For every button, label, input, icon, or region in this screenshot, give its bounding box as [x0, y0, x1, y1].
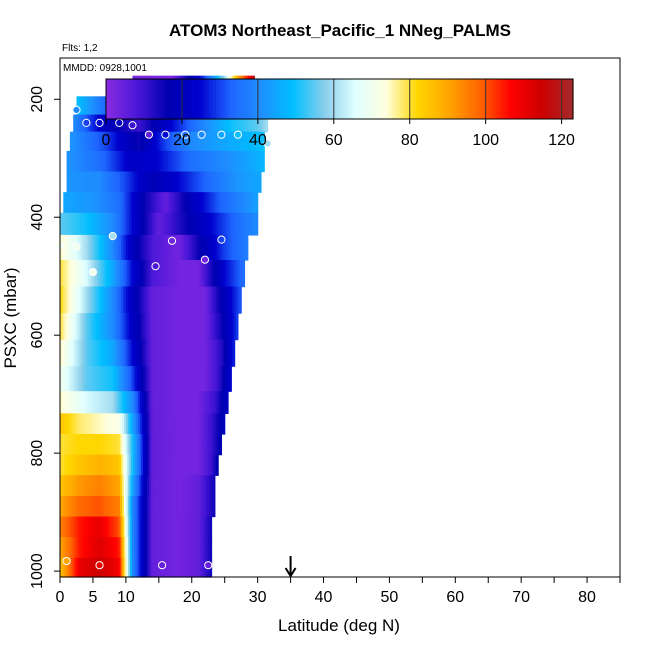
- heatmap-row: [60, 475, 216, 497]
- colorbar-tick-label: 0: [102, 132, 111, 149]
- data-point: [115, 118, 124, 127]
- x-tick-label: 40: [315, 589, 333, 606]
- heatmap-row: [60, 495, 216, 518]
- data-point: [161, 130, 170, 139]
- y-axis: 200 400 600 800 1000: [29, 86, 61, 589]
- heatmap-row: [60, 537, 213, 559]
- x-axis: 0 5 10 20 30 40 50 60 70 80: [56, 576, 621, 606]
- data-point: [82, 118, 91, 127]
- date-label: MMDD: 0928,1001: [63, 63, 147, 74]
- data-point: [72, 105, 81, 115]
- heatmap-row: [60, 339, 236, 367]
- colorbar-tick-label: 120: [548, 132, 575, 149]
- colorbar-tick-label: 80: [401, 132, 419, 149]
- data-point: [263, 139, 272, 148]
- data-point: [197, 130, 206, 139]
- x-axis-label: Latitude (deg N): [278, 616, 400, 635]
- colorbar-tick-label: 60: [325, 132, 343, 149]
- x-tick-label: 30: [249, 589, 267, 606]
- data-point: [200, 255, 210, 264]
- flights-label: Flts: 1,2: [62, 43, 98, 54]
- data-point: [167, 236, 177, 245]
- colorbar: 0 20 40 60 80 100 120: [102, 78, 575, 149]
- data-point: [158, 561, 167, 570]
- data-point: [204, 561, 213, 570]
- heatmap-row: [60, 516, 213, 538]
- x-tick-label: 10: [117, 589, 135, 606]
- data-point: [144, 130, 154, 139]
- heatmap-row: [60, 413, 226, 435]
- x-tick-label: 5: [88, 589, 97, 606]
- y-tick-label: 600: [29, 322, 46, 349]
- heatmap-row: [60, 286, 242, 314]
- data-point: [95, 118, 104, 127]
- colorbar-tick-label: 100: [472, 132, 499, 149]
- heatmap-row: [60, 366, 232, 392]
- data-point: [217, 130, 226, 139]
- y-tick-label: 800: [29, 440, 46, 467]
- data-point: [108, 232, 117, 241]
- heatmap-row: [60, 557, 213, 578]
- data-point: [151, 262, 160, 271]
- heatmap-row: [69, 131, 265, 152]
- x-tick-label: 0: [56, 589, 65, 606]
- latitude-arrow: [284, 556, 297, 578]
- chart-title: ATOM3 Northeast_Pacific_1 NNeg_PALMS: [169, 21, 511, 40]
- data-point: [72, 242, 81, 251]
- data-point: [233, 130, 242, 139]
- x-tick-label: 20: [183, 589, 201, 606]
- heatmap-row: [66, 150, 265, 173]
- x-tick-label: 60: [446, 589, 464, 606]
- arrow-head: [284, 567, 297, 578]
- heatmap-row: [60, 391, 229, 414]
- data-point: [128, 121, 137, 130]
- colorbar-tick-label: 40: [249, 132, 267, 149]
- data-point: [88, 267, 98, 277]
- x-tick-label: 80: [578, 589, 596, 606]
- y-tick-label: 200: [29, 86, 46, 113]
- colorbar-tick-label: 20: [173, 132, 191, 149]
- colorbar-frame: [105, 78, 574, 120]
- heatmap-row: [60, 212, 259, 236]
- heatmap-row: [60, 433, 223, 456]
- data-point: [181, 130, 190, 139]
- data-point: [217, 235, 226, 244]
- heatmap-row: [60, 454, 219, 476]
- x-tick-label: 70: [512, 589, 530, 606]
- x-tick-label: 50: [381, 589, 399, 606]
- y-axis-label: PSXC (mbar): [1, 267, 20, 368]
- data-point: [95, 561, 104, 570]
- y-tick-label: 1000: [29, 553, 46, 589]
- heatmap-row: [63, 192, 259, 214]
- heatmap-row: [66, 171, 262, 193]
- data-point: [62, 556, 71, 566]
- y-tick-label: 400: [29, 204, 46, 231]
- heatmap-row: [60, 260, 246, 288]
- plot-area: [55, 57, 621, 578]
- heatmap-row: [60, 313, 239, 341]
